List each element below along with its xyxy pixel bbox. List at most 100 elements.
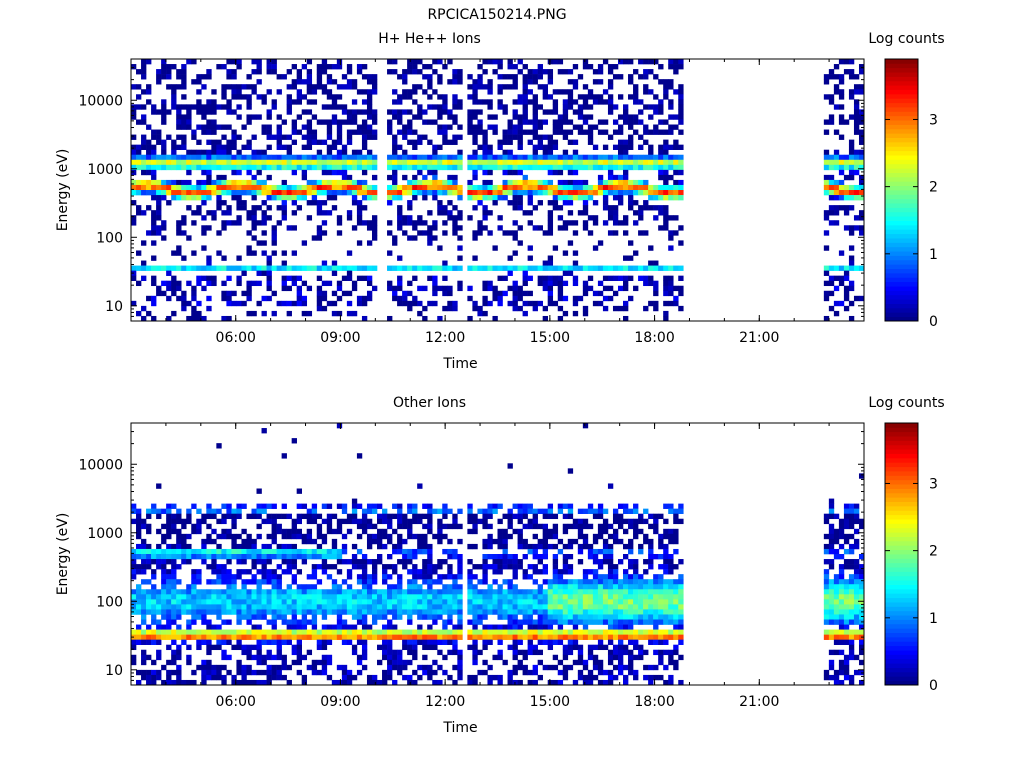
spectrogram-cell [216, 564, 222, 570]
spectrogram-cell [387, 584, 393, 590]
spectrogram-cell [151, 154, 157, 161]
spectrogram-cell [181, 634, 187, 640]
spectrogram-cell [341, 144, 348, 150]
spectrogram-cell [482, 84, 488, 90]
spectrogram-cell [663, 285, 669, 292]
spectrogram-cell [356, 124, 363, 130]
spectrogram-cell [256, 79, 262, 85]
spectrogram-cell [336, 134, 343, 140]
spectrogram-cell [146, 559, 152, 565]
spectrogram-cell [397, 195, 403, 201]
spectrogram-cell [828, 190, 835, 196]
spectrogram-cell [417, 169, 423, 176]
spectrogram-cell [397, 664, 403, 671]
spectrogram-cell [412, 84, 418, 90]
spectrogram-cell [296, 594, 302, 600]
spectrogram-cell [346, 184, 353, 191]
spectrogram-cell [452, 99, 458, 105]
spectrogram-cell [582, 609, 589, 615]
spectrogram-cell [557, 295, 564, 302]
spectrogram-cell [653, 124, 659, 130]
spectrogram-cell [171, 569, 177, 575]
spectrogram-cell [532, 164, 538, 171]
spectrogram-cell [261, 190, 267, 196]
spectrogram-cell [437, 74, 443, 80]
spectrogram-cell [527, 634, 533, 640]
spectrogram-cell [502, 609, 508, 615]
spectrogram-cell [336, 559, 343, 565]
spectrogram-cell [572, 124, 579, 130]
spectrogram-cell [226, 569, 232, 575]
spectrogram-cell [678, 225, 684, 231]
spectrogram-cell [366, 240, 373, 246]
spectrogram-cell [853, 154, 860, 161]
spectrogram-cell [291, 124, 297, 130]
spectrogram-cell [452, 584, 458, 590]
spectrogram-cell [131, 265, 137, 271]
spectrogram-cell [326, 104, 333, 110]
spectrogram-cell [331, 609, 338, 615]
spectrogram-cell [658, 184, 664, 191]
spectrogram-cell [161, 104, 167, 110]
spectrogram-cell [512, 220, 518, 226]
spectrogram-cell [678, 169, 684, 176]
spectrogram-cell [537, 190, 543, 196]
spectrogram-cell [191, 290, 197, 297]
spectrogram-cell [407, 518, 413, 525]
spectrogram-cell [492, 190, 498, 196]
spectrogram-cell [382, 528, 388, 535]
spectrogram-cell [422, 64, 428, 70]
spectrogram-cell [572, 159, 579, 166]
spectrogram-cell [176, 679, 182, 685]
spectrogram-cell [336, 609, 343, 615]
spectrogram-cell [136, 210, 142, 216]
spectrogram-cell [261, 634, 267, 640]
spectrogram-cell [487, 154, 493, 161]
spectrogram-cell [668, 64, 674, 70]
spectrogram-cell [261, 679, 267, 685]
spectrogram-cell [271, 64, 277, 70]
spectrogram-cell [858, 114, 864, 120]
spectrogram-cell [321, 295, 328, 302]
spectrogram-cell [251, 159, 257, 166]
spectrogram-cell [181, 639, 187, 645]
spectrogram-cell [502, 275, 508, 281]
spectrogram-cell [261, 250, 267, 256]
spectrogram-cell [512, 300, 518, 307]
spectrogram-cell [487, 149, 493, 156]
spectrogram-cell [517, 114, 523, 120]
spectrogram-cell [522, 508, 528, 514]
spectrogram-cell [361, 109, 368, 115]
spectrogram-cell [542, 94, 548, 100]
spectrogram-cell [858, 174, 864, 181]
spectrogram-cell [552, 265, 559, 271]
spectrogram-cell [156, 528, 162, 535]
spectrogram-cell [552, 169, 559, 176]
spectrogram-cell [261, 554, 267, 560]
spectrogram-cell [437, 634, 443, 640]
spectrogram-cell [326, 164, 333, 171]
spectrogram-cell [472, 629, 478, 635]
spectrogram-cell [612, 195, 619, 201]
spectrogram-cell [457, 564, 463, 570]
spectrogram-cell [136, 528, 142, 535]
spectrogram-cell [141, 315, 147, 321]
spectrogram-cell [186, 114, 192, 120]
spectrogram-cell [602, 220, 609, 226]
spectrogram-cell [467, 518, 473, 525]
spectrogram-cell [181, 594, 187, 600]
spectrogram-cell [512, 609, 518, 615]
spectrogram-cell [527, 275, 533, 281]
spectrogram-cell [276, 579, 282, 585]
spectrogram-cell [271, 639, 277, 645]
spectrogram-cell [502, 579, 508, 585]
spectrogram-cell [296, 74, 302, 80]
spectrogram-cell [582, 114, 589, 120]
spectrogram-cell [643, 265, 649, 271]
spectrogram-cell [221, 144, 227, 150]
spectrogram-cell [517, 154, 523, 161]
spectrogram-cell [271, 503, 277, 509]
spectrogram-cell [356, 659, 363, 666]
spectrogram-cell [467, 594, 473, 600]
spectrogram-cell [552, 559, 559, 565]
